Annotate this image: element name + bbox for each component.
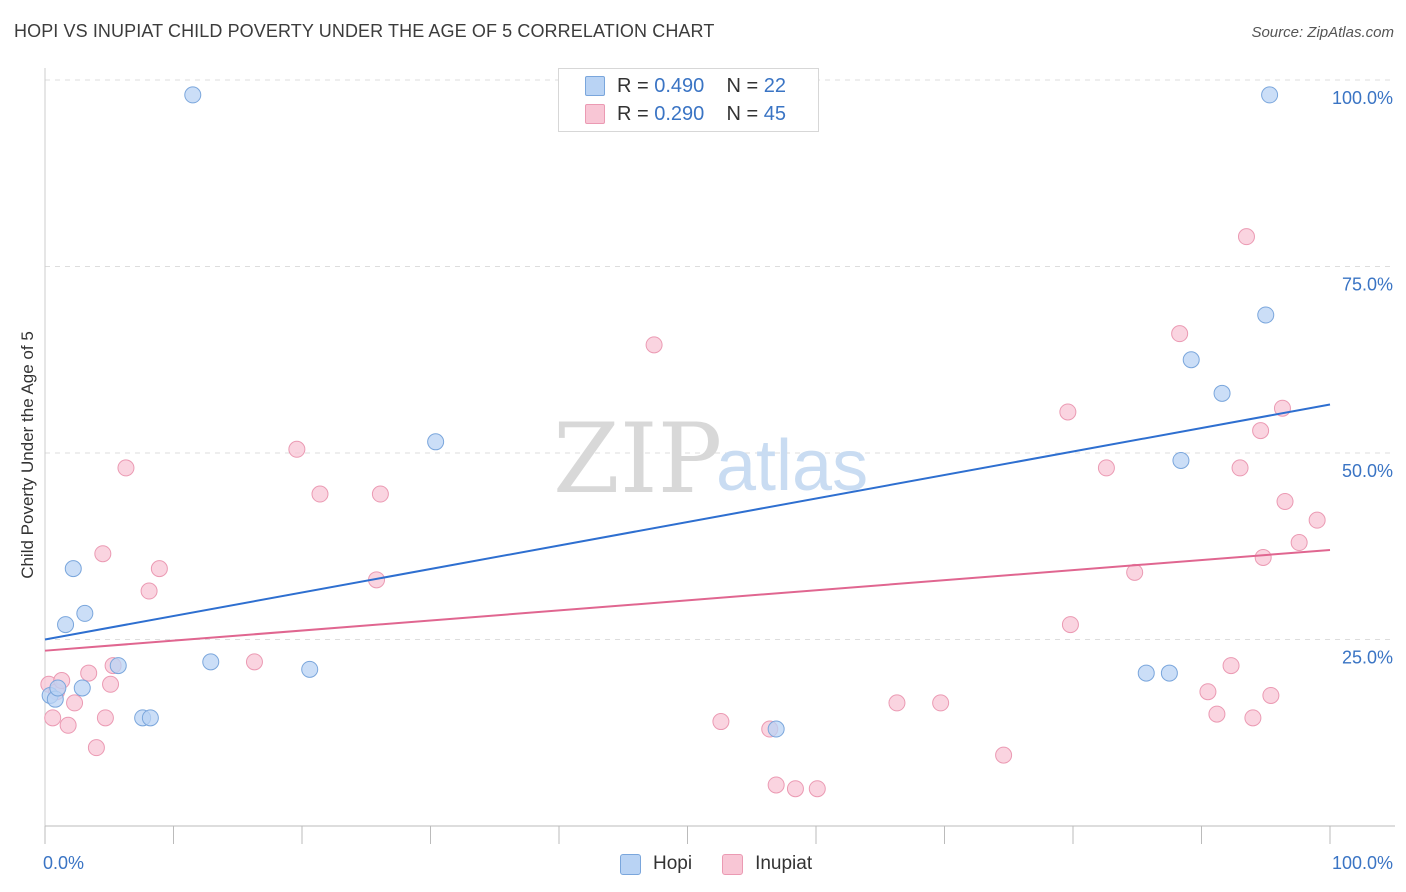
inupiat-point <box>1126 563 1144 581</box>
inupiat-point <box>786 780 804 798</box>
inupiat-point <box>1237 228 1255 246</box>
r-label: R = <box>617 74 649 97</box>
hopi-point <box>76 604 94 622</box>
legend-item-hopi: Hopi <box>620 853 692 875</box>
hopi-legend-swatch <box>620 853 641 875</box>
inupiat-point <box>140 582 158 600</box>
r-label: R = <box>617 102 649 125</box>
hopi-point <box>109 657 127 675</box>
hopi-point <box>1137 664 1155 682</box>
inupiat-point <box>117 459 135 477</box>
inupiat-point <box>1222 657 1240 675</box>
hopi-point <box>184 86 202 104</box>
inupiat-point <box>645 336 663 354</box>
inupiat-point <box>1061 616 1079 634</box>
chart-title: HOPI VS INUPIAT CHILD POVERTY UNDER THE … <box>14 21 715 41</box>
inupiat-legend-swatch <box>722 853 744 875</box>
hopi-point <box>301 660 319 678</box>
hopi-points <box>41 86 1279 738</box>
inupiat-point <box>1244 709 1262 727</box>
inupiat-point <box>1254 548 1272 566</box>
trend-lines <box>44 403 1331 652</box>
inupiat-point <box>1290 534 1308 552</box>
inupiat-point <box>1276 492 1294 510</box>
hopi-swatch <box>585 76 605 96</box>
hopi-point <box>49 679 67 697</box>
watermark-zip: ZIP <box>553 403 722 515</box>
hopi-point <box>73 679 91 697</box>
hopi-point <box>1160 664 1178 682</box>
inupiat-swatch <box>585 104 605 124</box>
inupiat-point <box>1199 683 1217 701</box>
inupiat-point <box>1208 705 1226 723</box>
hopi-point <box>427 433 445 451</box>
hopi-point <box>202 653 220 671</box>
inupiat-point <box>1308 511 1326 529</box>
y-tick-label: 100.0% <box>1332 88 1393 108</box>
n-label: N = <box>726 102 759 125</box>
n-value: 22 <box>763 74 787 97</box>
inupiat-point <box>102 675 120 693</box>
source-label: Source: ZipAtlas.com <box>1251 24 1394 41</box>
inupiat-point <box>1171 325 1189 343</box>
inupiat-point <box>311 485 329 503</box>
y-tick-label: 25.0% <box>1342 648 1393 668</box>
inupiat-point <box>66 694 84 712</box>
hopi-point <box>1213 384 1231 402</box>
series-legend: Hopi Inupiat <box>620 851 842 877</box>
legend-label-inupiat: Inupiat <box>755 853 813 874</box>
x-tick-label: 0.0% <box>43 853 84 873</box>
inupiat-trend-line <box>44 548 1331 652</box>
x-tick-label: 100.0% <box>1332 853 1393 873</box>
hopi-point <box>1172 451 1190 469</box>
hopi-point <box>1257 306 1275 324</box>
inupiat-point <box>888 694 906 712</box>
grid-lines <box>45 79 1395 640</box>
correlation-legend: R = 0.490 N = 22 R = 0.290 N = 45 <box>558 68 819 132</box>
legend-item-inupiat: Inupiat <box>722 853 812 875</box>
inupiat-point <box>94 545 112 563</box>
inupiat-point <box>371 485 389 503</box>
y-tick-label: 50.0% <box>1342 461 1393 481</box>
inupiat-point <box>80 664 98 682</box>
inupiat-point <box>87 739 105 757</box>
hopi-point <box>64 560 82 578</box>
n-label: N = <box>726 74 759 97</box>
hopi-point <box>1261 86 1279 104</box>
inupiat-point <box>288 440 306 458</box>
inupiat-point <box>995 746 1013 764</box>
inupiat-point <box>1262 686 1280 704</box>
inupiat-point <box>1097 459 1115 477</box>
hopi-point <box>141 709 159 727</box>
hopi-point <box>1182 351 1200 369</box>
inupiat-point <box>1252 422 1270 440</box>
inupiat-point <box>245 653 263 671</box>
inupiat-point <box>1059 403 1077 421</box>
legend-label-hopi: Hopi <box>653 853 693 874</box>
inupiat-point <box>59 716 77 734</box>
r-value: 0.290 <box>654 102 705 125</box>
hopi-point <box>767 720 785 738</box>
inupiat-point <box>44 709 62 727</box>
inupiat-point <box>150 560 168 578</box>
inupiat-point <box>932 694 950 712</box>
inupiat-point <box>808 780 826 798</box>
inupiat-point <box>1231 459 1249 477</box>
tick-labels: 25.0% 50.0% 75.0% 100.0% 0.0% 100.0% <box>43 88 1393 873</box>
y-tick-label: 75.0% <box>1342 275 1393 295</box>
inupiat-point <box>767 776 785 794</box>
n-value: 45 <box>763 102 787 125</box>
hopi-trend-line <box>44 403 1331 641</box>
hopi-point <box>57 616 75 634</box>
r-value: 0.490 <box>654 74 705 97</box>
inupiat-point <box>712 713 730 731</box>
inupiat-point <box>96 709 114 727</box>
